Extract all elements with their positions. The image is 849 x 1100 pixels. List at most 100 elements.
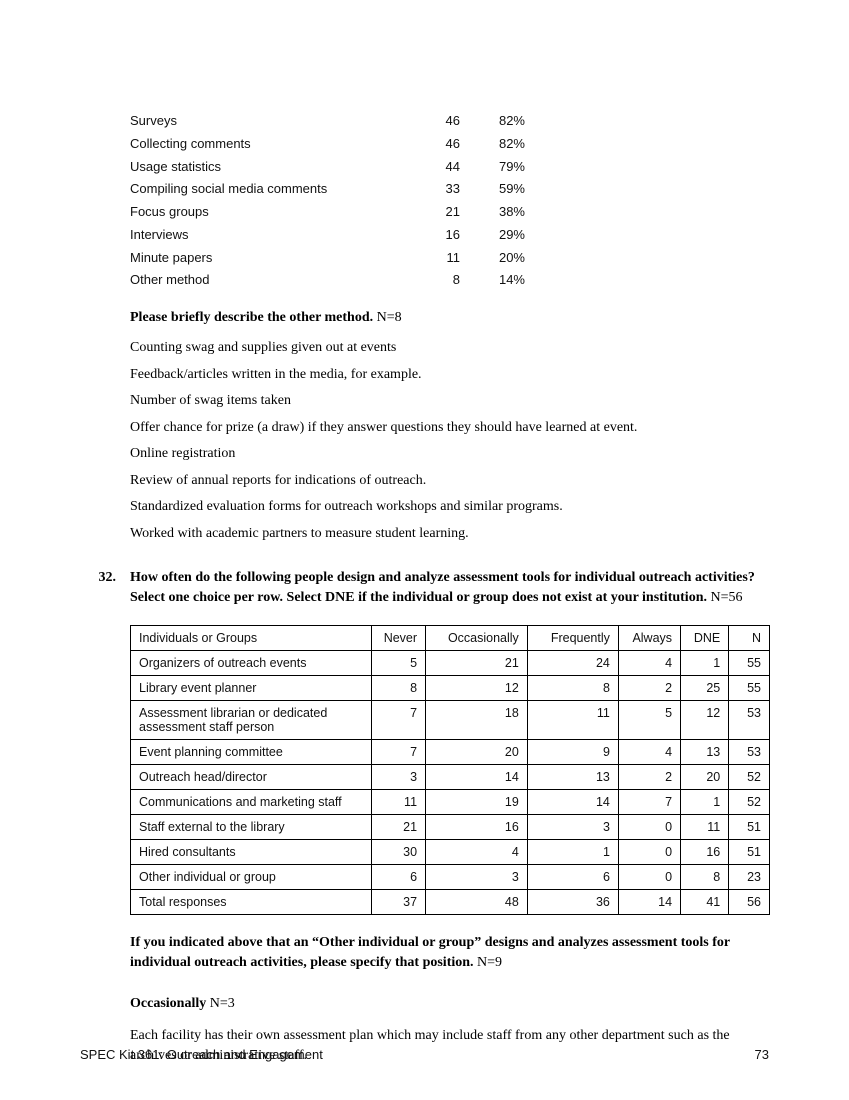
row-value: 55 — [729, 651, 770, 676]
row-value: 55 — [729, 676, 770, 701]
row-value: 1 — [681, 651, 729, 676]
methods-table: Surveys 46 82% Collecting comments 46 82… — [130, 110, 550, 292]
th-label: Individuals or Groups — [131, 626, 372, 651]
list-item: Counting swag and supplies given out at … — [130, 336, 769, 361]
row-value: 8 — [681, 865, 729, 890]
prompt-n: N=8 — [373, 310, 402, 325]
row-value: 41 — [681, 890, 729, 915]
row-value: 7 — [618, 790, 680, 815]
occasionally-label: Occasionally — [130, 996, 206, 1011]
row-value: 56 — [729, 890, 770, 915]
table-row: Compiling social media comments 33 59% — [130, 178, 550, 201]
method-label: Interviews — [130, 224, 420, 247]
row-value: 4 — [426, 840, 528, 865]
list-item: Review of annual reports for indications… — [130, 469, 769, 494]
method-label: Surveys — [130, 110, 420, 133]
row-value: 36 — [527, 890, 618, 915]
row-value: 12 — [681, 701, 729, 740]
prompt-text: Please briefly describe the other method… — [130, 310, 373, 325]
row-value: 53 — [729, 740, 770, 765]
list-item: Worked with academic partners to measure… — [130, 522, 769, 547]
method-label: Collecting comments — [130, 133, 420, 156]
method-count: 8 — [420, 269, 460, 292]
row-value: 20 — [681, 765, 729, 790]
list-item: Standardized evaluation forms for outrea… — [130, 495, 769, 520]
row-value: 8 — [372, 676, 426, 701]
row-value: 12 — [426, 676, 528, 701]
row-value: 6 — [372, 865, 426, 890]
method-pct: 82% — [475, 110, 525, 133]
row-value: 2 — [618, 676, 680, 701]
row-value: 9 — [527, 740, 618, 765]
method-label: Usage statistics — [130, 156, 420, 179]
row-value: 3 — [426, 865, 528, 890]
th-n: N — [729, 626, 770, 651]
method-pct: 38% — [475, 201, 525, 224]
table-row: Other individual or group6360823 — [131, 865, 770, 890]
row-value: 7 — [372, 701, 426, 740]
table-row: Organizers of outreach events521244155 — [131, 651, 770, 676]
method-pct: 82% — [475, 133, 525, 156]
table-header-row: Individuals or Groups Never Occasionally… — [131, 626, 770, 651]
row-value: 1 — [527, 840, 618, 865]
question-32: 32. How often do the following people de… — [80, 568, 769, 607]
row-value: 1 — [681, 790, 729, 815]
row-value: 14 — [618, 890, 680, 915]
table-row: Staff external to the library2116301151 — [131, 815, 770, 840]
list-item: Number of swag items taken — [130, 389, 769, 414]
row-value: 51 — [729, 840, 770, 865]
row-value: 20 — [426, 740, 528, 765]
footer-page-number: 73 — [755, 1047, 769, 1062]
list-item: Online registration — [130, 442, 769, 467]
table-row: Collecting comments 46 82% — [130, 133, 550, 156]
table-row: Other method 8 14% — [130, 269, 550, 292]
method-pct: 79% — [475, 156, 525, 179]
th-frequently: Frequently — [527, 626, 618, 651]
table-row: Event planning committee720941353 — [131, 740, 770, 765]
row-value: 18 — [426, 701, 528, 740]
row-value: 16 — [426, 815, 528, 840]
method-label: Minute papers — [130, 247, 420, 270]
row-label: Other individual or group — [131, 865, 372, 890]
row-value: 21 — [372, 815, 426, 840]
row-value: 48 — [426, 890, 528, 915]
row-value: 25 — [681, 676, 729, 701]
table-row: Surveys 46 82% — [130, 110, 550, 133]
row-label: Assessment librarian or dedicated assess… — [131, 701, 372, 740]
list-item: Offer chance for prize (a draw) if they … — [130, 416, 769, 441]
list-item: Feedback/articles written in the media, … — [130, 363, 769, 388]
row-value: 4 — [618, 740, 680, 765]
row-value: 7 — [372, 740, 426, 765]
row-value: 3 — [372, 765, 426, 790]
row-value: 0 — [618, 815, 680, 840]
page-footer: SPEC Kit 361: Outreach and Engagement 73 — [80, 1047, 769, 1062]
row-value: 16 — [681, 840, 729, 865]
method-count: 16 — [420, 224, 460, 247]
row-value: 24 — [527, 651, 618, 676]
row-label: Total responses — [131, 890, 372, 915]
th-dne: DNE — [681, 626, 729, 651]
occasionally-heading: Occasionally N=3 — [130, 994, 769, 1014]
row-value: 14 — [527, 790, 618, 815]
th-always: Always — [618, 626, 680, 651]
followup-text: If you indicated above that an “Other in… — [130, 935, 730, 970]
table-row: Outreach head/director3141322052 — [131, 765, 770, 790]
row-value: 53 — [729, 701, 770, 740]
method-count: 21 — [420, 201, 460, 224]
method-count: 33 — [420, 178, 460, 201]
row-value: 23 — [729, 865, 770, 890]
row-value: 8 — [527, 676, 618, 701]
page-container: Surveys 46 82% Collecting comments 46 82… — [0, 0, 849, 1100]
q-text-n: N=56 — [707, 590, 743, 605]
row-value: 30 — [372, 840, 426, 865]
frequency-table: Individuals or Groups Never Occasionally… — [130, 625, 770, 915]
row-value: 11 — [681, 815, 729, 840]
question-number: 32. — [80, 568, 130, 607]
followup-n: N=9 — [474, 955, 503, 970]
row-value: 2 — [618, 765, 680, 790]
row-value: 37 — [372, 890, 426, 915]
followup-prompt: If you indicated above that an “Other in… — [130, 933, 769, 974]
row-label: Event planning committee — [131, 740, 372, 765]
footer-left: SPEC Kit 361: Outreach and Engagement — [80, 1047, 323, 1062]
table-row: Usage statistics 44 79% — [130, 156, 550, 179]
